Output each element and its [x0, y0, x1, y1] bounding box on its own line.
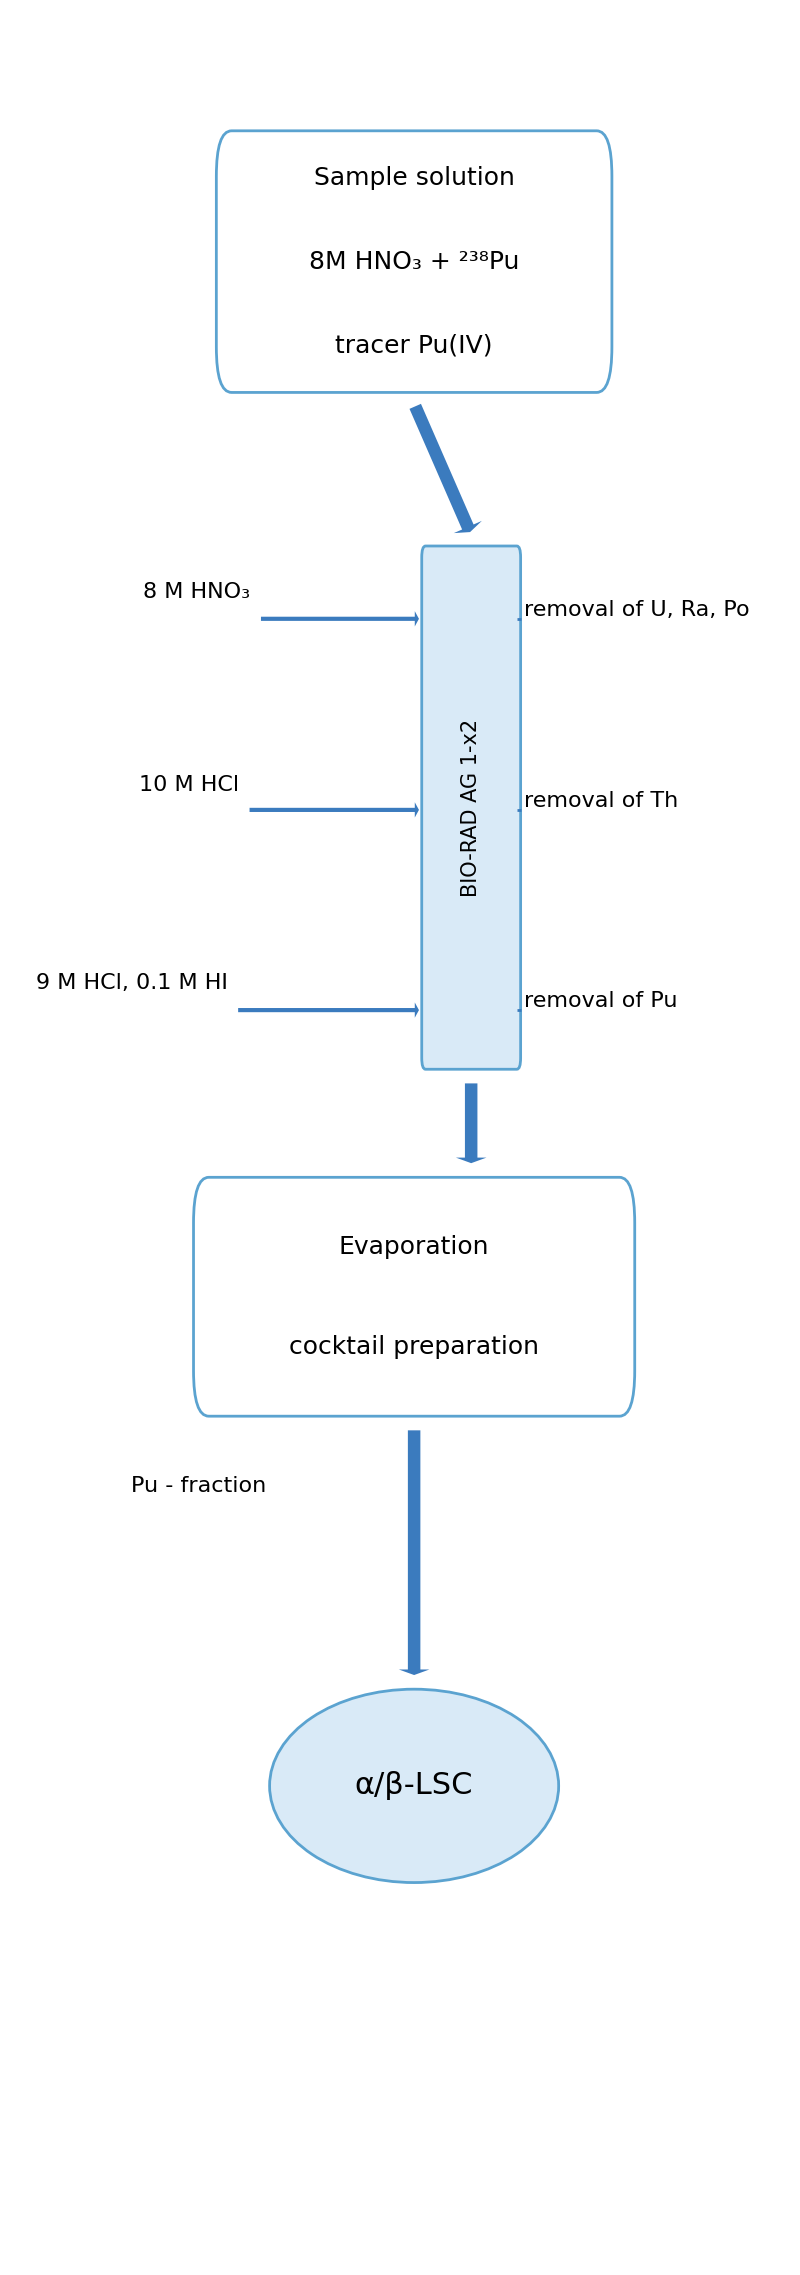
Text: removal of Th: removal of Th	[525, 792, 678, 810]
Text: α/β-LSC: α/β-LSC	[355, 1772, 474, 1800]
Text: Evaporation: Evaporation	[339, 1235, 490, 1258]
FancyBboxPatch shape	[422, 546, 521, 1069]
Text: BIO-RAD AG 1-x2: BIO-RAD AG 1-x2	[461, 719, 481, 896]
Text: 10 M HCl: 10 M HCl	[139, 776, 239, 794]
Text: removal of Pu: removal of Pu	[525, 992, 678, 1010]
Ellipse shape	[270, 1688, 558, 1884]
Text: cocktail preparation: cocktail preparation	[289, 1335, 539, 1358]
Text: 8M HNO₃ + ²³⁸Pu: 8M HNO₃ + ²³⁸Pu	[309, 250, 519, 273]
Text: tracer Pu(IV): tracer Pu(IV)	[335, 334, 493, 357]
Text: 8 M HNO₃: 8 M HNO₃	[143, 582, 250, 601]
FancyBboxPatch shape	[194, 1178, 634, 1415]
Text: removal of U, Ra, Po: removal of U, Ra, Po	[525, 601, 750, 619]
FancyBboxPatch shape	[216, 130, 612, 391]
Text: 9 M HCl, 0.1 M HI: 9 M HCl, 0.1 M HI	[36, 974, 228, 992]
Text: Sample solution: Sample solution	[314, 166, 514, 189]
Text: Pu - fraction: Pu - fraction	[130, 1476, 266, 1495]
